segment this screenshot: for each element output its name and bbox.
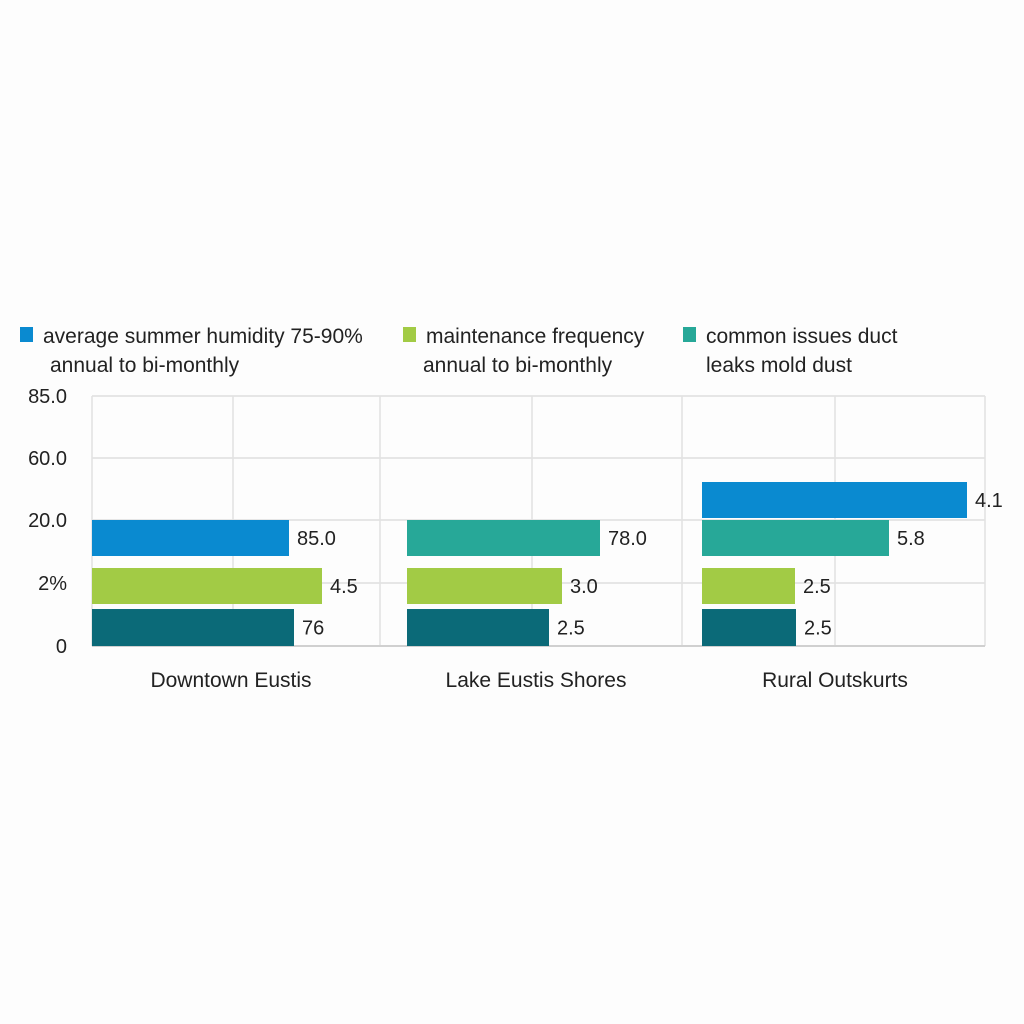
legend-label: common issues duct <box>706 325 898 348</box>
bar-green <box>407 568 562 604</box>
y-tick-label: 20.0 <box>28 510 67 532</box>
data-label: 2.5 <box>803 576 831 598</box>
legend-label: average summer humidity 75-90% <box>43 325 363 348</box>
legend-swatch-maintenance <box>403 327 416 342</box>
data-label: 4.1 <box>975 490 1003 512</box>
data-label: 76 <box>302 618 324 640</box>
data-label: 4.5 <box>330 576 358 598</box>
bar-dark_teal <box>407 609 549 646</box>
bar-green <box>92 568 322 604</box>
x-category-label: Downtown Eustis <box>150 669 311 692</box>
x-category-label: Rural Outskurts <box>762 669 908 692</box>
legend-label: annual to bi-monthly <box>423 354 613 377</box>
data-label: 2.5 <box>557 618 585 640</box>
legend-label: leaks mold dust <box>706 354 852 377</box>
legend-swatch-issues <box>683 327 696 342</box>
y-tick-label: 60.0 <box>28 448 67 470</box>
bar-dark_teal <box>92 609 294 646</box>
bar-dark_teal <box>702 609 796 646</box>
y-tick-label: 0 <box>56 636 67 658</box>
x-category-label: Lake Eustis Shores <box>446 669 627 692</box>
data-label: 85.0 <box>297 528 336 550</box>
data-label: 5.8 <box>897 528 925 550</box>
y-tick-label: 85.0 <box>28 386 67 408</box>
legend-label: annual to bi-monthly <box>50 354 240 377</box>
legend-label: maintenance frequency <box>426 325 645 348</box>
data-label: 3.0 <box>570 576 598 598</box>
legend-swatch-humidity <box>20 327 33 342</box>
bar-green <box>702 568 795 604</box>
bar-teal <box>407 520 600 556</box>
y-tick-label: 2% <box>38 573 67 595</box>
data-label: 2.5 <box>804 618 832 640</box>
bar-blue <box>92 520 289 556</box>
bar-teal <box>702 520 889 556</box>
data-label: 78.0 <box>608 528 647 550</box>
bar-blue <box>702 482 967 518</box>
